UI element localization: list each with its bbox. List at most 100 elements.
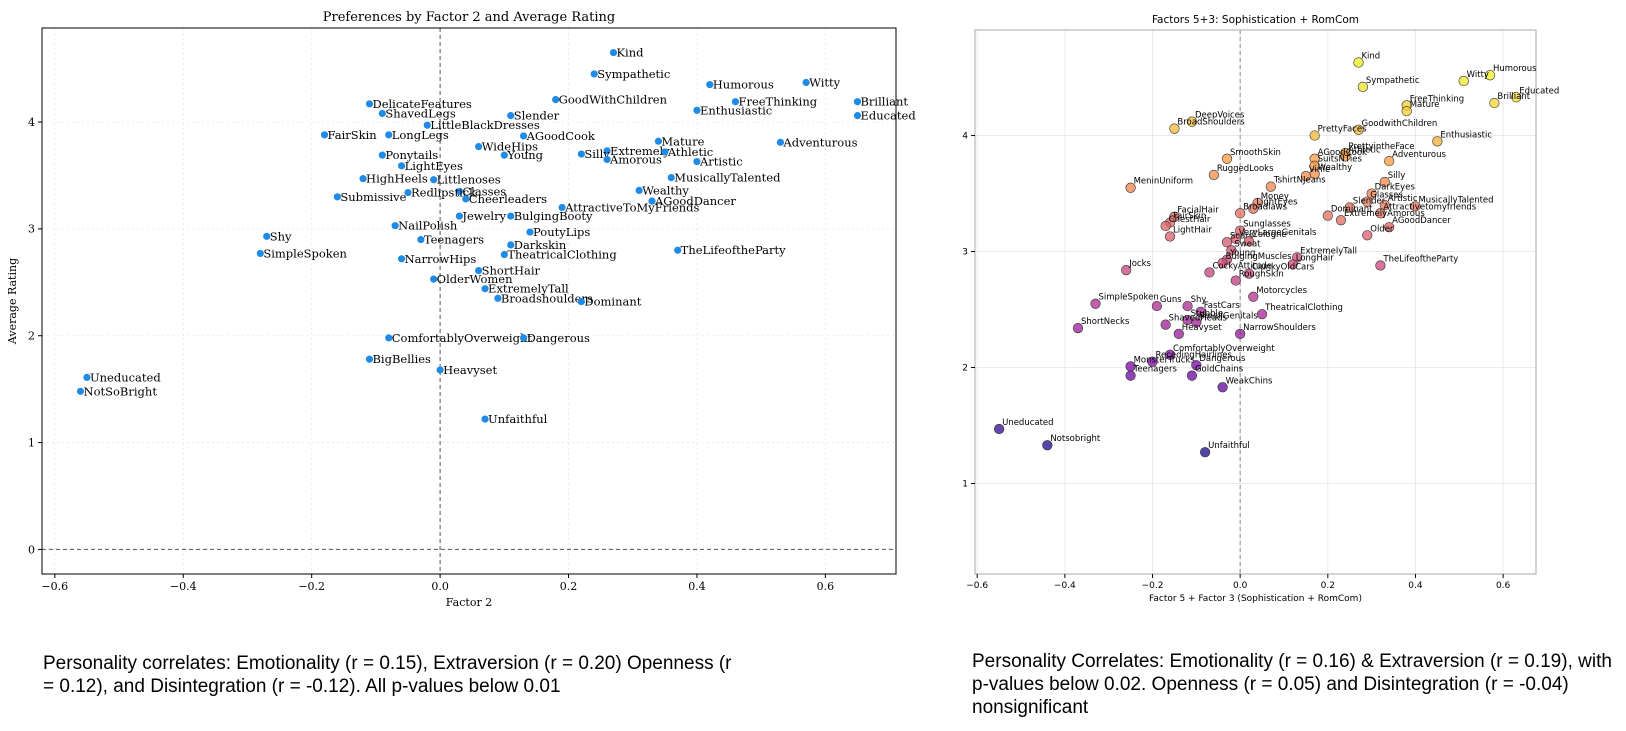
point-label-shy: Shy	[270, 229, 292, 243]
point-label-slender: Slender	[1353, 196, 1386, 206]
point-label-weakchins: WeakChins	[1226, 376, 1273, 386]
point-label-unfaithful: Unfaithful	[488, 412, 548, 426]
point-label-narrowhips: NarrowHips	[405, 252, 477, 266]
point-recedinghairlines	[1147, 356, 1158, 367]
point-label-monstertrucks: MonsterTrucks	[1134, 355, 1196, 365]
point-label-glasses: Glasses	[1370, 191, 1403, 201]
point-label-longhair: LongHair	[1296, 253, 1335, 263]
point-extremelyamorous	[1335, 215, 1347, 226]
point-cologne	[1243, 236, 1255, 247]
point-label-meninuniform: MeninUniform	[1134, 177, 1194, 187]
point-label-lighteyes: LightEyes	[1256, 198, 1298, 208]
point-broadlaws	[1235, 208, 1246, 219]
point-witty	[802, 78, 810, 87]
point-label-smoothskin: SmoothSkin	[1230, 148, 1281, 158]
point-label-enthusiastic: Enthusiastic	[700, 103, 772, 117]
point-label-agooddancer: AGoodDancer	[1392, 216, 1451, 226]
point-glasses	[1362, 196, 1373, 207]
point-label-extremely: Extremely	[610, 144, 670, 158]
left-caption: Personality correlates: Emotionality (r …	[43, 653, 732, 697]
point-label-heavyset: Heavyset	[443, 363, 497, 377]
point-broadshoulders	[494, 294, 502, 302]
point-label-verylargegenitals: VeryLargeGenitals	[1239, 228, 1317, 238]
y-tick-label: 0	[28, 543, 35, 556]
point-label-freethinking: FreeThinking	[1410, 94, 1464, 104]
point-label-agooddancer: AGoodDancer	[654, 194, 736, 208]
point-agooddancer	[1384, 222, 1395, 233]
point-label-submissive: Submissive	[340, 190, 406, 204]
point-label-silly: Silly	[1388, 171, 1406, 181]
point-notsobright	[76, 387, 85, 395]
x-tick-label: 0.0	[1233, 581, 1248, 591]
point-smallgenitals	[1191, 317, 1202, 328]
x-axis-label: Factor 5 + Factor 3 (Sophistication + Ro…	[1149, 594, 1362, 604]
point-unfaithful	[1199, 447, 1211, 458]
point-label-prettyintheface: PrettyintheFace	[1348, 142, 1414, 152]
right-chart-panel: −0.6 −0.4 −0.2 0.0 0.2 0.4 0.6 1 2 3 4 Factors 5+3:…	[960, 0, 1626, 640]
point-nailpolish	[391, 222, 399, 230]
point-label-educated: Educated	[1519, 86, 1559, 96]
x-tick-label: 0.0	[431, 580, 449, 593]
point-label-goodwithchildren: GoodwithChildren	[1361, 119, 1437, 129]
point-mature	[654, 137, 663, 145]
point-witty	[1458, 75, 1469, 87]
point-label-ponytails: Ponytails	[385, 148, 438, 162]
point-label-money: Money	[1261, 192, 1289, 202]
point-label-narrowshoulders: NarrowShoulders	[1243, 323, 1316, 333]
point-label-delicatefeatures: DelicateFeatures	[372, 97, 471, 111]
point-simplespoken	[256, 249, 264, 258]
point-label-unfaithful: Unfaithful	[1208, 441, 1250, 451]
point-label-educated: Educated	[860, 109, 916, 123]
point-label-humorous: Humorous	[713, 78, 774, 92]
point-dangerous	[1191, 360, 1202, 371]
point-lighteyes	[1248, 203, 1259, 214]
point-label-dominant: Dominant	[1331, 205, 1373, 215]
point-humorous	[706, 81, 714, 89]
point-broadshoulders	[1169, 123, 1180, 134]
point-label-lighteyes: LightEyes	[405, 159, 463, 173]
point-adventurous	[776, 138, 785, 146]
point-label-broadshoulders: BroadShoulders	[1177, 118, 1245, 128]
point-label-ruggedlooks: RuggedLooks	[1217, 164, 1274, 174]
point-darkeyes	[1366, 188, 1377, 199]
point-label-young: Young	[506, 148, 543, 162]
point-narrowhips	[397, 255, 406, 263]
point-jewelry	[455, 212, 463, 220]
point-label-fairskin: FairSkin	[328, 128, 378, 142]
point-label-agoodcook: AGoodCook	[526, 129, 596, 143]
point-delicatefeatures	[365, 100, 374, 108]
point-label-thelifeoftheparty: TheLifeoftheParty	[681, 243, 786, 257]
point-label-redlipstick: Redlipstick	[411, 186, 477, 200]
point-label-musicallytalented: MusicallyTalented	[674, 171, 781, 185]
point-label-attractivetomyfriends: AttractiveToMyFriends	[564, 201, 699, 215]
x-tick-label: 0.4	[1408, 581, 1423, 591]
point-theatricalclothing	[1256, 309, 1268, 320]
point-label-adventurous: Adventurous	[782, 135, 857, 149]
point-prettyfaces	[1309, 130, 1320, 141]
point-label-goodwithchildren: GoodWithChildren	[559, 93, 668, 107]
right-scatter-chart: −0.6 −0.4 −0.2 0.0 0.2 0.4 0.6 1 2 3 4 Factors 5+3:…	[962, 14, 1559, 604]
point-kind	[609, 48, 618, 57]
point-brilliant	[1489, 97, 1500, 109]
point-weakchins	[1217, 382, 1228, 393]
left-scatter-chart: −0.6 −0.4 −0.2 0.0 0.2 0.4 0.6 0 1 2 3 4 Preferences…	[6, 10, 916, 609]
point-label-sympathetic: Sympathetic	[597, 67, 670, 81]
point-dangerous	[519, 334, 528, 342]
point-jocks	[1121, 265, 1132, 276]
point-shavedheads	[1160, 319, 1171, 330]
point-chesthair	[1160, 220, 1171, 232]
x-tick-label: 0.4	[688, 580, 706, 593]
point-label-smallgenitals: SmallGenitals	[1199, 311, 1258, 321]
point-label-facialhair: FacialHair	[1177, 206, 1219, 216]
chart-title: Factors 5+3: Sophistication + RomCom	[1152, 14, 1359, 26]
point-label-tshirtnjeans: TshirtNJeans	[1273, 176, 1326, 186]
point-cockyattitude	[1204, 267, 1215, 278]
point-simplespoken	[1090, 298, 1101, 309]
point-kind	[1353, 57, 1364, 68]
point-label-sympathetic: Sympathetic	[1366, 76, 1420, 86]
point-deepvoices	[1186, 116, 1198, 127]
point-label-older: Older	[1370, 224, 1394, 234]
point-label-extremelytall: ExtremelyTall	[1300, 246, 1357, 256]
x-tick-label: 0.2	[560, 580, 578, 593]
x-tick-label: 0.2	[1321, 581, 1335, 591]
